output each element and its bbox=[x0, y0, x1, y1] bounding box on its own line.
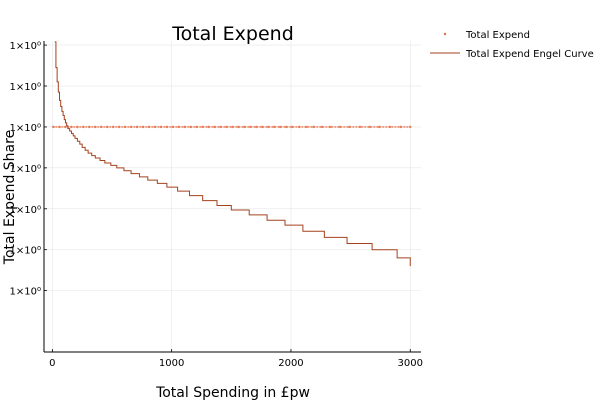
x-tick-label: 0 bbox=[49, 358, 55, 369]
y-tick-label: 1×10⁰ bbox=[10, 287, 41, 298]
y-tick-label: 1×10⁰ bbox=[10, 82, 41, 93]
plot-area bbox=[52, 41, 412, 267]
y-tick-label: 1×10⁰ bbox=[10, 41, 41, 52]
y-tick-label: 1×10⁰ bbox=[10, 205, 41, 216]
x-tick-label: 1000 bbox=[159, 358, 184, 369]
x-tick-label: 2000 bbox=[278, 358, 303, 369]
legend-marker-total-expend bbox=[443, 32, 447, 36]
y-axis-title: Total Expend Share bbox=[2, 130, 18, 265]
legend-label-engel-curve: Total Expend Engel Curve bbox=[465, 49, 594, 60]
legend-label-total-expend: Total Expend bbox=[465, 30, 530, 41]
legend: Total Expend Total Expend Engel Curve bbox=[430, 30, 594, 60]
x-tick-label: 3000 bbox=[398, 358, 423, 369]
x-axis-title: Total Spending in £pw bbox=[155, 385, 310, 400]
y-tick-label: 1×10⁰ bbox=[10, 246, 41, 257]
tick-labels: 0 1000 2000 3000 1×10⁰ 1×10⁰ 1×10⁰ 1×10⁰ 1×10⁰ 1×… bbox=[10, 41, 423, 369]
chart-title: Total Expend bbox=[171, 23, 294, 45]
y-tick-label: 1×10⁰ bbox=[10, 123, 41, 134]
axes bbox=[43, 41, 421, 353]
engel-curve-line bbox=[54, 41, 411, 267]
y-tick-label: 1×10⁰ bbox=[10, 164, 41, 175]
